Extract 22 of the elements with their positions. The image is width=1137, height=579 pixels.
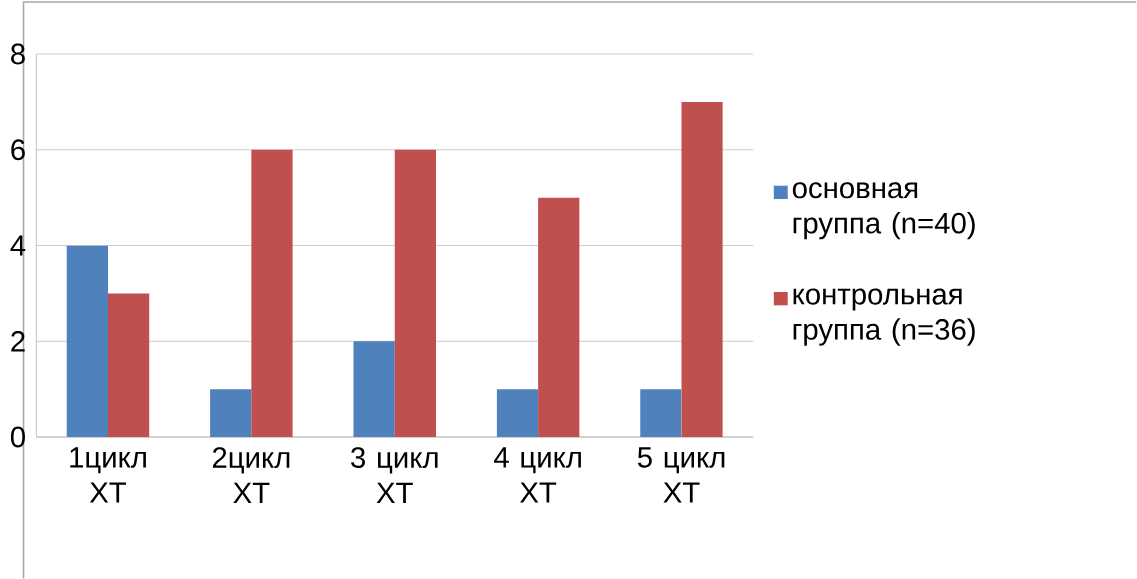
legend-label: основная группа (n=40) bbox=[792, 182, 975, 240]
x-tick-label: 4 цикл ХТ bbox=[493, 447, 581, 503]
x-tick-label: 2цикл ХТ bbox=[212, 447, 290, 503]
x-tick-label: 5 цикл ХТ bbox=[637, 447, 725, 503]
bar bbox=[210, 389, 252, 437]
bar bbox=[394, 149, 436, 437]
x-tick-label: 1цикл ХТ bbox=[70, 447, 146, 503]
x-tick-label: 3 цикл ХТ bbox=[351, 447, 438, 503]
y-tick-label: 4 bbox=[10, 235, 26, 256]
bar bbox=[251, 149, 293, 437]
y-tick-label: 2 bbox=[11, 330, 25, 352]
legend-label: контрольная группа (n=36) bbox=[793, 288, 975, 346]
bar bbox=[538, 197, 580, 437]
bar bbox=[640, 389, 682, 437]
bar bbox=[66, 245, 108, 437]
y-tick-label: 0 bbox=[10, 426, 25, 448]
bar bbox=[353, 341, 395, 437]
bar bbox=[496, 389, 539, 437]
bar bbox=[681, 101, 723, 437]
y-tick-label: 6 bbox=[11, 139, 25, 161]
y-tick-label: 8 bbox=[11, 43, 25, 65]
bar bbox=[107, 293, 150, 437]
